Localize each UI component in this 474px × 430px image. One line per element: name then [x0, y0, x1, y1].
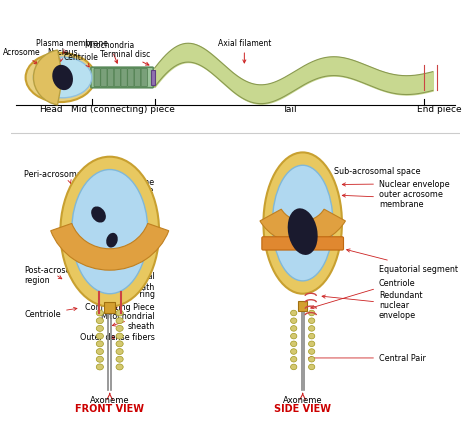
Ellipse shape	[309, 364, 315, 370]
FancyBboxPatch shape	[262, 237, 344, 250]
Wedge shape	[51, 224, 169, 270]
Text: Nucleus: Nucleus	[110, 208, 155, 232]
Text: Axial filament: Axial filament	[218, 39, 271, 64]
Ellipse shape	[116, 318, 123, 324]
Ellipse shape	[116, 364, 123, 370]
Ellipse shape	[26, 54, 95, 103]
Ellipse shape	[96, 364, 103, 370]
FancyBboxPatch shape	[114, 69, 120, 87]
Wedge shape	[34, 51, 63, 106]
Ellipse shape	[96, 341, 103, 347]
Wedge shape	[260, 210, 346, 245]
Text: Mitochondria: Mitochondria	[85, 40, 135, 64]
Ellipse shape	[96, 310, 103, 316]
FancyBboxPatch shape	[101, 69, 107, 87]
Text: Cell membrane: Cell membrane	[92, 175, 155, 186]
Text: Connecting Piece: Connecting Piece	[85, 302, 155, 311]
Text: Mid (connecting) piece: Mid (connecting) piece	[71, 104, 175, 114]
Ellipse shape	[91, 207, 106, 223]
Text: Nuclear envelope: Nuclear envelope	[342, 180, 450, 189]
Ellipse shape	[309, 326, 315, 332]
Text: Post-acrosomal
sheath: Post-acrosomal sheath	[93, 271, 155, 296]
FancyBboxPatch shape	[121, 69, 127, 87]
Ellipse shape	[116, 333, 123, 339]
Ellipse shape	[96, 326, 103, 332]
Text: Tail: Tail	[282, 104, 297, 114]
Ellipse shape	[96, 356, 103, 362]
Text: Redundant
nuclear
envelope: Redundant nuclear envelope	[322, 290, 422, 319]
Ellipse shape	[291, 318, 297, 324]
FancyBboxPatch shape	[91, 68, 153, 89]
Text: Centriole: Centriole	[311, 278, 416, 309]
Text: End piece: End piece	[417, 104, 462, 114]
FancyBboxPatch shape	[108, 69, 114, 87]
Text: Centriole: Centriole	[25, 307, 77, 319]
Text: Central Pair: Central Pair	[309, 353, 426, 362]
Text: Head: Head	[40, 104, 63, 114]
Text: SIDE VIEW: SIDE VIEW	[274, 403, 331, 414]
Text: Terminal disc: Terminal disc	[100, 50, 151, 66]
FancyBboxPatch shape	[128, 69, 134, 87]
Ellipse shape	[116, 341, 123, 347]
Ellipse shape	[309, 356, 315, 362]
Ellipse shape	[96, 318, 103, 324]
Ellipse shape	[96, 333, 103, 339]
Text: Peri-acrosomal space: Peri-acrosomal space	[25, 170, 111, 184]
Ellipse shape	[291, 334, 297, 339]
Text: Mitochondrial
sheath: Mitochondrial sheath	[100, 311, 155, 331]
Text: Posterior ring: Posterior ring	[100, 289, 155, 302]
Ellipse shape	[116, 310, 123, 316]
Text: Nuclear vacuoles: Nuclear vacuoles	[85, 197, 155, 206]
Text: Equatorial segment: Equatorial segment	[346, 249, 458, 273]
Text: outer acrosome
membrane: outer acrosome membrane	[342, 189, 443, 209]
Bar	[152, 71, 155, 86]
Ellipse shape	[291, 349, 297, 354]
Ellipse shape	[106, 233, 118, 248]
Text: Nucleus: Nucleus	[47, 48, 78, 62]
Ellipse shape	[60, 157, 159, 307]
Text: Acrosome: Acrosome	[107, 186, 155, 195]
Ellipse shape	[309, 334, 315, 339]
Bar	[298, 302, 307, 311]
Text: Centriole: Centriole	[63, 53, 98, 68]
Text: FRONT VIEW: FRONT VIEW	[75, 403, 144, 414]
Ellipse shape	[34, 58, 92, 98]
Ellipse shape	[72, 170, 148, 294]
Text: Acrosome: Acrosome	[3, 48, 41, 65]
Text: Axoneme: Axoneme	[90, 395, 129, 404]
Ellipse shape	[291, 326, 297, 332]
Ellipse shape	[309, 310, 315, 316]
Ellipse shape	[116, 349, 123, 355]
Ellipse shape	[288, 209, 318, 255]
FancyBboxPatch shape	[135, 69, 141, 87]
Ellipse shape	[309, 349, 315, 354]
FancyBboxPatch shape	[141, 69, 147, 87]
Ellipse shape	[309, 318, 315, 324]
FancyBboxPatch shape	[94, 69, 100, 87]
Text: Post-acrosomal
region: Post-acrosomal region	[25, 265, 86, 285]
Ellipse shape	[309, 341, 315, 347]
Text: Axoneme: Axoneme	[283, 395, 322, 404]
Ellipse shape	[116, 326, 123, 332]
Ellipse shape	[291, 341, 297, 347]
Ellipse shape	[291, 364, 297, 370]
Ellipse shape	[96, 349, 103, 355]
Text: Plasma membrane: Plasma membrane	[36, 39, 108, 54]
Ellipse shape	[291, 310, 297, 316]
Text: Sub-acrosomal space: Sub-acrosomal space	[304, 167, 420, 185]
Ellipse shape	[291, 356, 297, 362]
Ellipse shape	[116, 356, 123, 362]
Text: Outer dense fibers: Outer dense fibers	[80, 332, 155, 341]
Ellipse shape	[273, 166, 333, 281]
Ellipse shape	[52, 66, 73, 91]
Ellipse shape	[264, 153, 342, 294]
Bar	[104, 303, 115, 313]
